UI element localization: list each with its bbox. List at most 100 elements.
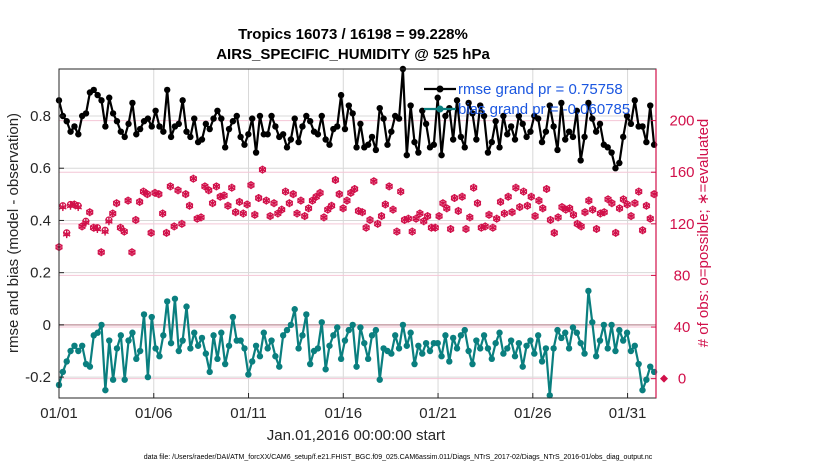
rmse-point — [562, 136, 569, 143]
y-tick-label-left: 0.2 — [30, 265, 51, 282]
bias-point — [531, 350, 538, 357]
bias-point — [245, 371, 252, 378]
obs-possible-point — [619, 195, 627, 203]
obs-possible-point — [393, 227, 401, 236]
bias-point — [214, 355, 221, 363]
bias-point — [496, 329, 503, 336]
rmse-point — [75, 131, 82, 138]
rmse-point — [631, 97, 638, 104]
bias-point — [229, 313, 237, 321]
bias-point — [623, 329, 631, 336]
bias-point — [507, 337, 515, 344]
obs-possible-point — [454, 207, 462, 215]
obs-possible-point — [285, 199, 293, 207]
bias-point — [183, 303, 190, 310]
obs-possible-point — [366, 216, 374, 224]
bias-point — [171, 295, 179, 302]
rmse-point — [287, 136, 295, 143]
legend: rmse grand pr = 0.75758 bias grand pr = … — [424, 81, 630, 118]
bias-point — [631, 342, 638, 349]
rmse-point — [372, 146, 380, 154]
rmse-point — [341, 125, 349, 133]
rmse-point — [627, 120, 635, 128]
bias-point — [523, 342, 530, 349]
rmse-point — [334, 123, 341, 130]
bias-point — [492, 339, 499, 347]
bias-point — [504, 345, 511, 352]
obs-possible-point — [193, 215, 201, 223]
obs-possible-point — [504, 193, 512, 201]
bias-point — [160, 332, 167, 339]
bias-point — [376, 376, 383, 383]
rmse-point — [349, 110, 356, 117]
bias-point — [256, 353, 264, 360]
obs-possible-point — [566, 204, 574, 212]
y-tick-label-right: 120 — [669, 216, 694, 233]
obs-possible-point — [519, 187, 528, 196]
bias-point — [473, 337, 480, 344]
y-tick-label-left: -0.2 — [25, 369, 51, 386]
obs-possible-point — [374, 220, 382, 228]
obs-possible-point — [312, 193, 320, 201]
bias-point — [449, 334, 457, 342]
obs-possible-point — [220, 191, 228, 200]
bias-point — [515, 339, 523, 347]
bias-point — [133, 355, 140, 363]
obs-possible-point — [493, 215, 501, 223]
rmse-point — [82, 110, 90, 117]
bias-point — [164, 298, 171, 305]
bias-point — [221, 360, 229, 368]
rmse-point — [550, 123, 557, 130]
bias-point — [554, 326, 561, 334]
rmse-point — [581, 133, 588, 141]
obs-possible-point — [235, 198, 244, 206]
obs-possible-point — [112, 199, 121, 207]
rmse-point — [98, 97, 105, 104]
rmse-point — [407, 102, 414, 109]
obs-possible-point — [447, 225, 455, 233]
rmse-point — [272, 123, 279, 130]
bias-point — [287, 321, 295, 329]
rmse-point — [202, 120, 210, 128]
bias-point — [357, 324, 364, 331]
obs-possible-point — [216, 193, 224, 201]
obs-possible-point — [116, 224, 125, 232]
bias-point — [260, 329, 268, 336]
obs-possible-point — [343, 197, 351, 205]
chart-title-line2: AIRS_SPECIFIC_HUMIDITY @ 525 hPa — [216, 46, 490, 63]
rmse-point — [117, 128, 125, 135]
obs-possible-point — [293, 209, 301, 218]
obs-possible-point — [297, 197, 305, 205]
rmse-point — [411, 138, 418, 146]
y-tick-label-right: 0 — [678, 371, 686, 388]
rmse-point — [113, 118, 121, 125]
rmse-point — [144, 115, 152, 122]
obs-possible-point — [596, 209, 604, 218]
rmse-point — [71, 123, 78, 130]
obs-possible-point — [631, 199, 639, 207]
obs-possible-point — [554, 213, 562, 221]
obs-possible-point — [255, 194, 263, 202]
obs-possible-point — [543, 185, 551, 193]
obs-possible-point — [612, 229, 620, 237]
rmse-point — [403, 151, 410, 159]
bias-point — [368, 332, 376, 339]
bias-point — [546, 392, 553, 399]
rmse-point — [569, 133, 577, 141]
rmse-point — [558, 99, 565, 107]
obs-possible-point — [174, 186, 182, 194]
obs-possible-point — [266, 212, 274, 220]
bias-point — [330, 332, 337, 339]
bias-point — [283, 326, 291, 334]
rmse-point — [353, 144, 360, 151]
bias-point — [422, 339, 430, 347]
rmse-point — [357, 120, 364, 128]
rmse-point — [488, 138, 496, 146]
obs-possible-point — [489, 224, 497, 232]
rmse-point — [546, 102, 553, 109]
bias-point — [477, 345, 484, 352]
bias-point — [306, 360, 314, 368]
bias-point — [643, 376, 650, 383]
rmse-point — [616, 159, 623, 167]
